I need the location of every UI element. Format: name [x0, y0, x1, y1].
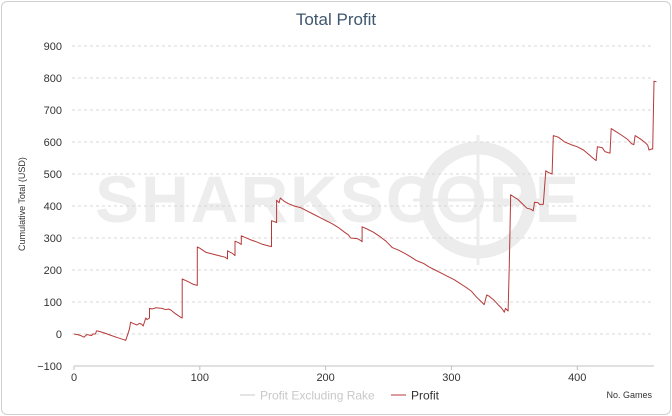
legend: Profit Excluding Rake Profit	[240, 389, 440, 403]
watermark: SHARKSCOPE	[95, 135, 579, 265]
legend-label-profit-excluding-rake: Profit Excluding Rake	[260, 389, 375, 403]
y-tick-label: 600	[44, 137, 62, 149]
grid-lines	[72, 45, 654, 335]
y-tick-label: 300	[44, 233, 62, 245]
y-axis-title: Cumulative Total (USD)	[17, 157, 27, 251]
x-axis-ticks: 0 100 200 300 400	[71, 366, 586, 384]
series-layer	[73, 80, 657, 341]
y-tick-label: 100	[44, 297, 62, 309]
y-tick-label: 0	[56, 329, 62, 341]
legend-label-profit: Profit	[411, 389, 440, 403]
y-tick-label: 800	[44, 73, 62, 85]
y-axis-ticks: −100 0 100 200 300 400 500 600 700 800 900	[37, 41, 62, 373]
legend-item-profit[interactable]: Profit	[391, 389, 440, 403]
y-tick-label: 500	[44, 169, 62, 181]
x-tick-label: 400	[568, 372, 586, 384]
x-tick-label: 300	[442, 372, 460, 384]
y-tick-label: −100	[37, 361, 62, 373]
x-tick-label: 0	[71, 372, 77, 384]
x-axis-title: No. Games	[606, 390, 652, 400]
x-tick-label: 100	[191, 372, 209, 384]
y-tick-label: 700	[44, 105, 62, 117]
chart-title: Total Profit	[296, 10, 377, 29]
series-line-profit	[73, 80, 657, 341]
y-tick-label: 400	[44, 201, 62, 213]
y-tick-label: 200	[44, 265, 62, 277]
x-tick-label: 200	[316, 372, 334, 384]
legend-item-profit-excluding-rake[interactable]: Profit Excluding Rake	[240, 389, 375, 403]
y-tick-label: 900	[44, 41, 62, 53]
